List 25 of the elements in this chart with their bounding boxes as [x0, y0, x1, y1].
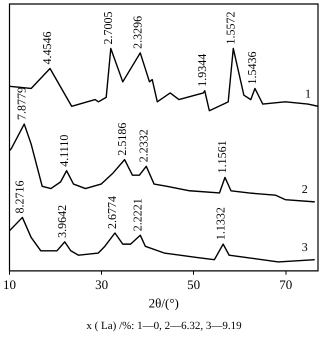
x-axis-title: 2θ/(°): [148, 296, 179, 311]
annotation: 1.1332: [213, 207, 228, 240]
annotation: 2.7005: [100, 11, 115, 44]
annotation: 3.9642: [54, 204, 69, 238]
series-label: 2: [302, 182, 308, 196]
annotation: 2.2221: [130, 198, 144, 232]
annotation: 1.9344: [194, 54, 209, 87]
text: x ( La) /%: 1—0, 2—6.32, 3—9.19: [85, 320, 243, 332]
annotation: 1.1561: [215, 140, 230, 174]
x-tick-label: 70: [279, 277, 292, 292]
annotation: 1.5572: [223, 11, 238, 44]
x-tick-label: 50: [187, 277, 200, 292]
annotation: 2.3296: [130, 16, 144, 49]
annotation: 4.1110: [56, 134, 71, 167]
x-tick-label: 30: [95, 277, 108, 292]
annotation: 1.5436: [245, 51, 260, 84]
annotation: 8.2716: [12, 180, 27, 214]
series-label: 3: [302, 240, 308, 254]
annotation: 7.8779: [14, 87, 28, 120]
x-tick-label: 10: [3, 277, 16, 292]
annotation: 2.2332: [136, 129, 150, 162]
series-label: 1: [305, 86, 311, 100]
annotation: 2.6774: [105, 196, 120, 230]
annotation: 4.4546: [40, 31, 54, 64]
annotation: 2.5186: [114, 122, 129, 156]
